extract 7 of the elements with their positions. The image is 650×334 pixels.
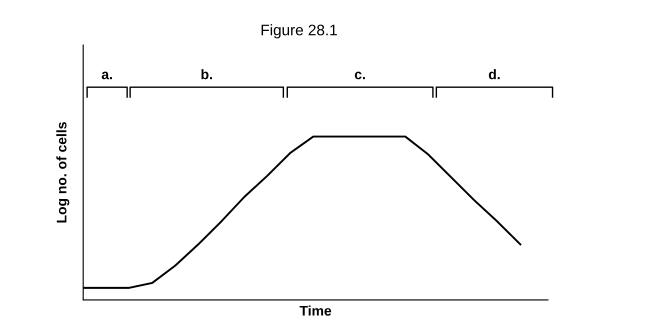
chart-title: Figure 28.1 <box>262 24 337 38</box>
text: c. <box>354 72 365 80</box>
x-axis-title: Time <box>300 305 332 316</box>
text: b. <box>201 69 212 80</box>
text: d. <box>488 69 500 80</box>
text: a. <box>102 72 112 80</box>
y-axis-title: Log no. of cells <box>56 122 70 223</box>
